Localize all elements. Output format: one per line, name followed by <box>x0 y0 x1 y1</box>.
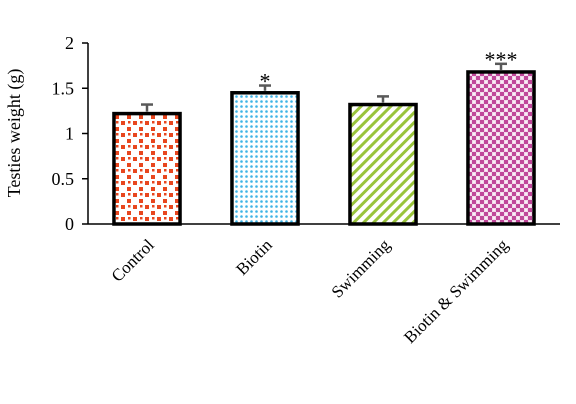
bar-biotin-swimming <box>466 70 536 226</box>
significance-markers: **** <box>260 47 518 94</box>
x-axis-category-labels: Control Biotin Swimming Biotin & Swimming <box>108 235 513 347</box>
bars <box>112 70 536 226</box>
y-tick-label: 2 <box>65 33 74 53</box>
significance-marker: *** <box>485 47 518 72</box>
bar-biotin <box>230 91 300 226</box>
error-bars <box>141 62 507 112</box>
x-category-label: Swimming <box>328 235 395 302</box>
y-axis-ticks: 0 0.5 1 1.5 2 <box>52 33 88 234</box>
x-category-label: Biotin <box>232 235 276 279</box>
y-tick-label: 0.5 <box>52 169 75 189</box>
y-axis-label: Testies weight (g) <box>4 69 25 198</box>
bar-swimming <box>348 102 418 226</box>
y-tick-label: 0 <box>65 214 74 234</box>
significance-marker: * <box>260 69 271 94</box>
bar-control <box>112 111 182 226</box>
y-tick-label: 1 <box>65 124 74 144</box>
x-category-label: Control <box>108 235 158 285</box>
x-category-label: Biotin & Swimming <box>400 235 512 347</box>
y-tick-label: 1.5 <box>52 78 75 98</box>
